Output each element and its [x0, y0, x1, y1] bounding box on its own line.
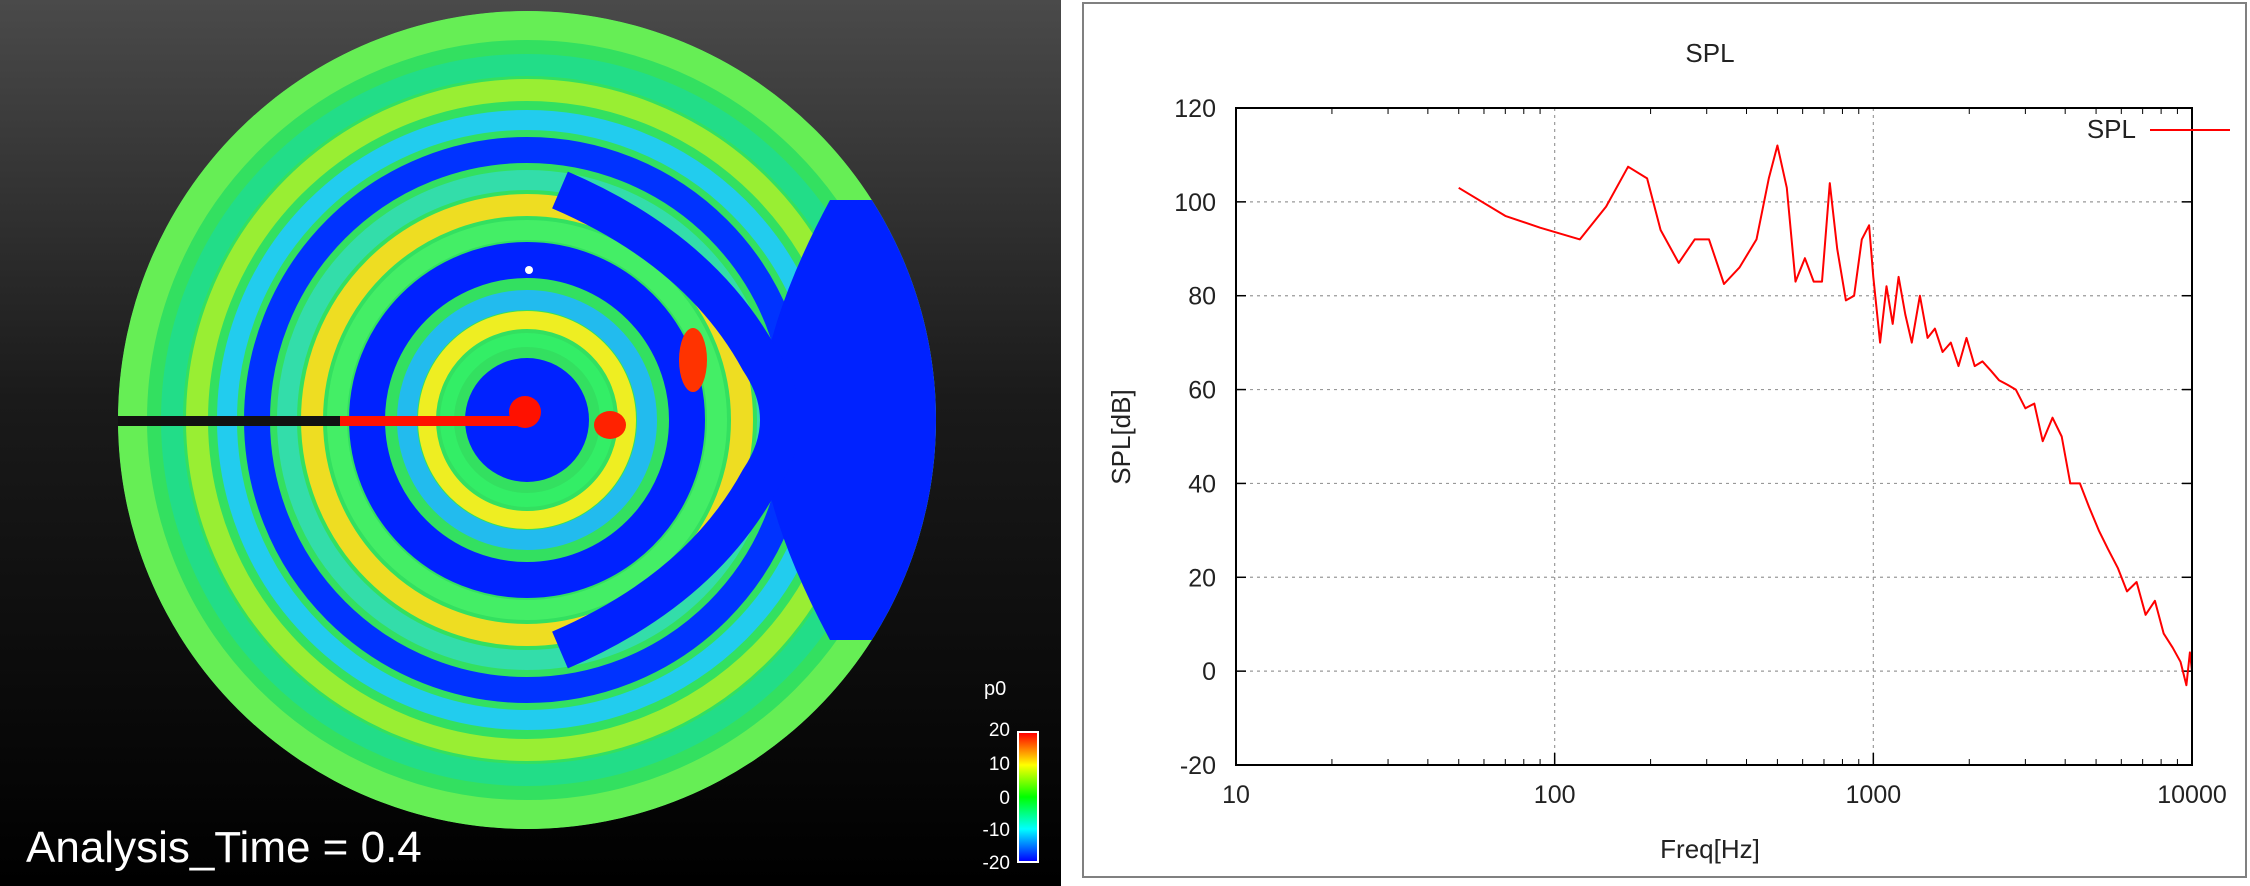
y-tick-label: -20 — [1180, 752, 1216, 780]
simulation-view: Analysis_Time = 0.4 p0 20 10 0 -10 -20 — [0, 0, 1061, 886]
colorbar-tick: 0 — [999, 788, 1010, 809]
legend-label: SPL — [2087, 114, 2136, 144]
y-tick-label: 0 — [1202, 658, 1216, 686]
probe-rod-hot — [340, 416, 530, 426]
y-tick-label: 100 — [1174, 189, 1216, 217]
plot-area — [1235, 107, 2193, 766]
colorbar-title: p0 — [984, 678, 1007, 700]
chart-frame — [1082, 2, 2247, 878]
colorbar-legend — [1017, 731, 1039, 863]
colorbar-tick: 10 — [988, 754, 1010, 775]
x-tick-label: 1000 — [1846, 781, 1902, 809]
low-pressure-region — [760, 200, 936, 640]
spl-chart: SPL Freq[Hz] SPL[dB] -20 0 20 40 60 80 100 120 1… — [1106, 38, 2230, 864]
x-axis-label: Freq[Hz] — [1660, 834, 1760, 864]
pressure-field-plot — [118, 11, 936, 829]
low-pressure-band — [552, 171, 800, 669]
y-tick-label: 20 — [1188, 564, 1216, 592]
x-tick-label: 100 — [1534, 781, 1576, 809]
x-tick-label: 10000 — [2157, 781, 2227, 809]
hotspot — [594, 411, 626, 439]
y-axis-label: SPL[dB] — [1106, 389, 1136, 484]
colorbar-tick: -20 — [982, 853, 1010, 874]
y-tick-label: 120 — [1174, 95, 1216, 123]
hotspot — [679, 328, 707, 392]
y-tick-label: 80 — [1188, 283, 1216, 311]
spl-chart-panel: SPL Freq[Hz] SPL[dB] -20 0 20 40 60 80 100 120 1… — [1082, 0, 2250, 886]
x-tick-label: 10 — [1222, 781, 1250, 809]
colorbar-tick: -10 — [982, 820, 1010, 841]
analysis-time-label: Analysis_Time = 0.4 — [26, 823, 422, 872]
y-tick-label: 60 — [1188, 377, 1216, 405]
probe-rod — [118, 416, 340, 426]
series-line-spl — [1458, 144, 2193, 687]
chart-title: SPL — [1685, 38, 1734, 68]
probe-point — [525, 266, 533, 274]
y-tick-label: 40 — [1188, 470, 1216, 498]
colorbar-tick: 20 — [988, 720, 1010, 741]
